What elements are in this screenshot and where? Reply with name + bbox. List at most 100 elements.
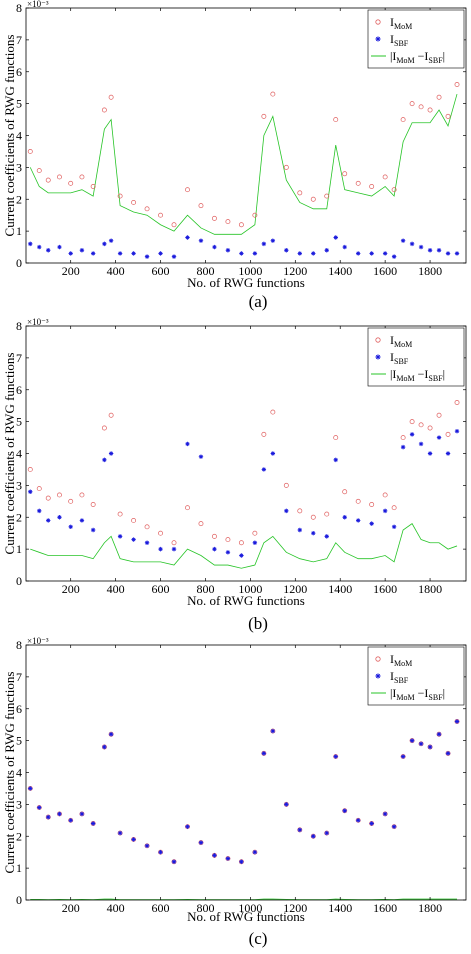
point-i-mom bbox=[310, 196, 316, 202]
point-i-sbf bbox=[158, 546, 163, 552]
y-tick-label: 3 bbox=[16, 478, 22, 492]
point-i-sbf bbox=[108, 451, 114, 456]
y-axis-label: Current coefficients of RWG functions bbox=[2, 35, 17, 237]
point-i-sbf bbox=[355, 518, 361, 523]
point-i-sbf bbox=[436, 248, 442, 253]
point-i-sbf bbox=[311, 834, 316, 839]
point-i-mom bbox=[436, 94, 442, 100]
point-i-sbf bbox=[79, 248, 85, 253]
point-i-sbf bbox=[28, 489, 33, 494]
point-i-sbf bbox=[400, 754, 406, 759]
y-tick-label: 6 bbox=[16, 383, 22, 397]
point-i-sbf bbox=[369, 821, 374, 826]
point-i-mom bbox=[445, 431, 451, 437]
point-i-mom bbox=[436, 412, 442, 418]
point-i-sbf bbox=[342, 808, 347, 813]
legend-marker-star bbox=[375, 354, 381, 360]
point-i-sbf bbox=[324, 830, 329, 836]
panel-caption: (a) bbox=[249, 292, 268, 311]
y-tick-label: 5 bbox=[16, 97, 22, 111]
point-i-sbf bbox=[131, 837, 136, 842]
x-tick-label: 1600 bbox=[373, 901, 397, 915]
chart-panel: 200 400 600 800 1000 1200 1400 1600 1800 0 1 2 3 4 5 6 7… bbox=[2, 317, 467, 633]
point-i-mom bbox=[369, 184, 375, 189]
point-i-sbf bbox=[418, 244, 424, 250]
point-i-sbf bbox=[436, 435, 442, 440]
legend-marker-circle bbox=[375, 337, 381, 343]
point-i-mom bbox=[158, 212, 163, 218]
point-i-mom bbox=[382, 174, 388, 180]
point-i-mom bbox=[79, 174, 85, 180]
legend-box bbox=[367, 327, 465, 387]
legend-label: |IMoM −ISBF| bbox=[390, 686, 445, 702]
point-i-sbf bbox=[37, 805, 42, 810]
point-i-mom bbox=[171, 540, 177, 546]
point-i-sbf bbox=[79, 518, 85, 523]
point-i-sbf bbox=[90, 527, 96, 533]
panel-caption: (b) bbox=[248, 614, 268, 633]
point-i-mom bbox=[418, 422, 424, 428]
y-tick-label: 2 bbox=[16, 829, 22, 843]
point-i-mom bbox=[391, 187, 397, 193]
point-i-sbf bbox=[342, 515, 347, 520]
x-axis-label: No. of RWG functions bbox=[187, 909, 305, 924]
y-exponent-label: ×10⁻³ bbox=[27, 317, 49, 327]
legend-marker-star bbox=[375, 673, 381, 679]
point-i-sbf bbox=[324, 248, 329, 253]
point-i-sbf bbox=[102, 744, 107, 750]
point-i-mom bbox=[79, 492, 85, 498]
point-i-mom bbox=[409, 419, 415, 425]
point-i-sbf bbox=[28, 241, 33, 247]
point-i-mom bbox=[270, 409, 276, 415]
x-tick-label: 200 bbox=[62, 901, 80, 915]
x-tick-label: 1200 bbox=[283, 901, 307, 915]
point-i-sbf bbox=[333, 235, 338, 240]
legend-label: IMoM bbox=[390, 652, 412, 668]
point-i-sbf bbox=[185, 441, 190, 447]
y-exponent-label: ×10⁻³ bbox=[27, 636, 49, 646]
point-i-sbf bbox=[225, 856, 231, 861]
point-i-mom bbox=[108, 412, 114, 418]
point-i-sbf bbox=[369, 521, 374, 526]
point-i-sbf bbox=[185, 824, 190, 829]
x-tick-label: 1400 bbox=[328, 901, 352, 915]
point-i-sbf bbox=[108, 732, 114, 737]
point-i-sbf bbox=[445, 751, 451, 756]
point-i-sbf bbox=[117, 830, 123, 836]
point-i-sbf bbox=[46, 814, 51, 820]
legend-label: ISBF bbox=[390, 669, 409, 685]
point-i-sbf bbox=[28, 786, 33, 791]
y-tick-label: 3 bbox=[16, 797, 22, 811]
point-i-sbf bbox=[342, 244, 347, 250]
y-tick-label: 5 bbox=[16, 415, 22, 429]
point-i-mom bbox=[333, 117, 339, 123]
point-i-sbf bbox=[427, 248, 433, 253]
point-i-mom bbox=[409, 101, 415, 107]
y-tick-label: 0 bbox=[16, 256, 22, 270]
point-i-sbf bbox=[198, 454, 204, 459]
legend-box bbox=[367, 646, 465, 706]
point-i-mom bbox=[45, 177, 51, 183]
x-tick-label: 1000 bbox=[238, 901, 262, 915]
point-i-sbf bbox=[355, 818, 361, 823]
series-line-abs-difference bbox=[30, 898, 458, 900]
legend-marker-star bbox=[375, 36, 381, 42]
point-i-mom bbox=[270, 91, 276, 97]
point-i-sbf bbox=[46, 518, 51, 523]
point-i-sbf bbox=[171, 546, 177, 552]
point-i-mom bbox=[391, 505, 397, 511]
point-i-sbf bbox=[355, 251, 361, 256]
point-i-sbf bbox=[409, 432, 415, 437]
point-i-sbf bbox=[427, 744, 433, 750]
point-i-sbf bbox=[311, 530, 316, 536]
x-tick-label: 600 bbox=[152, 582, 170, 596]
point-i-sbf bbox=[79, 811, 85, 817]
point-i-sbf bbox=[239, 251, 244, 256]
x-tick-label: 800 bbox=[196, 901, 214, 915]
panel-caption: (c) bbox=[249, 929, 268, 948]
series-line-abs-difference bbox=[29, 93, 458, 235]
y-tick-label: 6 bbox=[16, 65, 22, 79]
point-i-sbf bbox=[409, 738, 415, 743]
point-i-mom bbox=[90, 184, 96, 189]
point-i-sbf bbox=[212, 546, 217, 552]
